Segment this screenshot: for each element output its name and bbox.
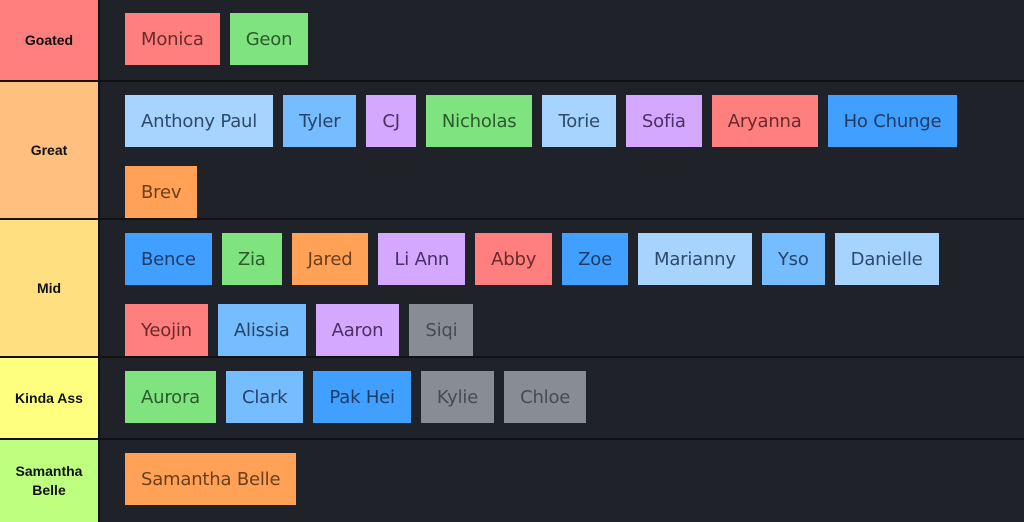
tier-item-aurora[interactable]: Aurora bbox=[125, 371, 216, 423]
tier-row-samantha-belle: Samantha Belle Samantha Belle bbox=[0, 440, 1024, 522]
tier-item-abby[interactable]: Abby bbox=[475, 233, 553, 285]
tier-item-jared[interactable]: Jared bbox=[291, 233, 369, 285]
tier-items-dropzone[interactable]: Aurora Clark Pak Hei Kylie Chloe bbox=[100, 358, 1024, 438]
tier-row-mid: Mid Bence Zia Jared Li Ann Abby Zoe Marianny Yso… bbox=[0, 220, 1024, 358]
tier-item-nicholas[interactable]: Nicholas bbox=[425, 95, 533, 147]
tier-item-aaron[interactable]: Aaron bbox=[315, 304, 400, 356]
tier-row-goated: Goated Monica Geon bbox=[0, 0, 1024, 82]
tier-item-aryanna[interactable]: Aryanna bbox=[711, 95, 818, 147]
tier-items-dropzone[interactable]: Bence Zia Jared Li Ann Abby Zoe Marianny Yso Dan… bbox=[100, 220, 1024, 356]
tier-item-yeojin[interactable]: Yeojin bbox=[125, 304, 208, 356]
tier-item-tyler[interactable]: Tyler bbox=[283, 95, 357, 147]
tier-item-cj[interactable]: CJ bbox=[366, 95, 416, 147]
tier-item-anthony-paul[interactable]: Anthony Paul bbox=[125, 95, 274, 147]
tier-label[interactable]: Samantha Belle bbox=[0, 440, 100, 522]
tier-label[interactable]: Goated bbox=[0, 0, 100, 80]
tier-item-alissia[interactable]: Alissia bbox=[217, 304, 306, 356]
tier-label[interactable]: Mid bbox=[0, 220, 100, 356]
tier-item-bence[interactable]: Bence bbox=[125, 233, 212, 285]
tier-item-samantha-belle[interactable]: Samantha Belle bbox=[125, 453, 297, 505]
tier-item-li-ann[interactable]: Li Ann bbox=[378, 233, 466, 285]
tier-item-monica[interactable]: Monica bbox=[125, 13, 220, 65]
tier-item-zia[interactable]: Zia bbox=[221, 233, 282, 285]
tier-label[interactable]: Kinda Ass bbox=[0, 358, 100, 438]
tier-item-geon[interactable]: Geon bbox=[229, 13, 309, 65]
tier-items-dropzone[interactable]: Anthony Paul Tyler CJ Nicholas Torie Sofia Ary… bbox=[100, 82, 1024, 218]
tier-label[interactable]: Great bbox=[0, 82, 100, 218]
tier-row-kinda-ass: Kinda Ass Aurora Clark Pak Hei Kylie Chloe bbox=[0, 358, 1024, 440]
tier-item-ho-chunge[interactable]: Ho Chunge bbox=[827, 95, 958, 147]
tier-item-siqi[interactable]: Siqi bbox=[409, 304, 474, 356]
tier-item-kylie[interactable]: Kylie bbox=[420, 371, 495, 423]
tier-item-yso[interactable]: Yso bbox=[761, 233, 825, 285]
tier-items-dropzone[interactable]: Samantha Belle bbox=[100, 440, 1024, 522]
tier-item-pak-hei[interactable]: Pak Hei bbox=[313, 371, 411, 423]
tier-item-danielle[interactable]: Danielle bbox=[834, 233, 939, 285]
tier-item-brev[interactable]: Brev bbox=[125, 166, 198, 218]
tier-item-torie[interactable]: Torie bbox=[542, 95, 616, 147]
tier-row-great: Great Anthony Paul Tyler CJ Nicholas Torie Sof… bbox=[0, 82, 1024, 220]
tier-item-zoe[interactable]: Zoe bbox=[562, 233, 628, 285]
tier-item-marianny[interactable]: Marianny bbox=[637, 233, 752, 285]
tier-items-dropzone[interactable]: Monica Geon bbox=[100, 0, 1024, 80]
tier-item-sofia[interactable]: Sofia bbox=[625, 95, 702, 147]
tier-item-clark[interactable]: Clark bbox=[225, 371, 304, 423]
tier-item-chloe[interactable]: Chloe bbox=[504, 371, 587, 423]
